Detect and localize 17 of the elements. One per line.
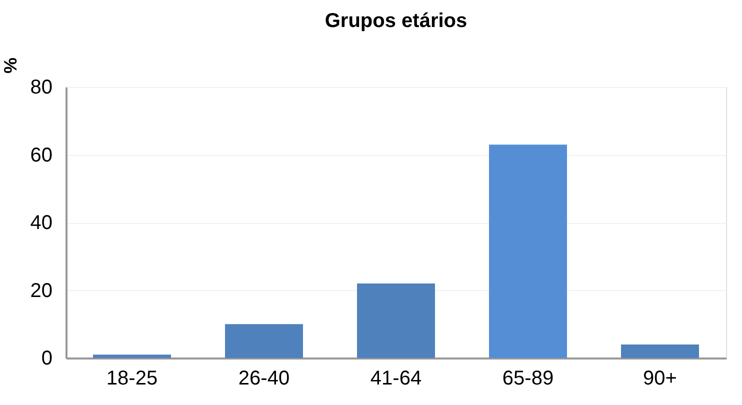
x-tick-label: 41-64 [370,368,422,390]
bar [93,354,171,358]
y-axis-title: % [0,57,20,74]
bar [357,283,435,358]
chart-title: Grupos etários [324,10,468,32]
x-tick-label: 65-89 [502,368,554,390]
x-tick-label: 90+ [643,368,677,390]
y-tick-label: 20 [30,280,52,302]
bar [225,324,303,358]
bar [621,344,699,358]
bar [489,144,567,358]
y-tick-label: 0 [41,348,52,370]
y-tick-label: 80 [30,76,52,98]
y-tick-label: 60 [30,144,52,166]
x-tick-label: 18-25 [106,368,158,390]
x-tick-label: 26-40 [238,368,290,390]
y-tick-label: 40 [30,212,52,234]
